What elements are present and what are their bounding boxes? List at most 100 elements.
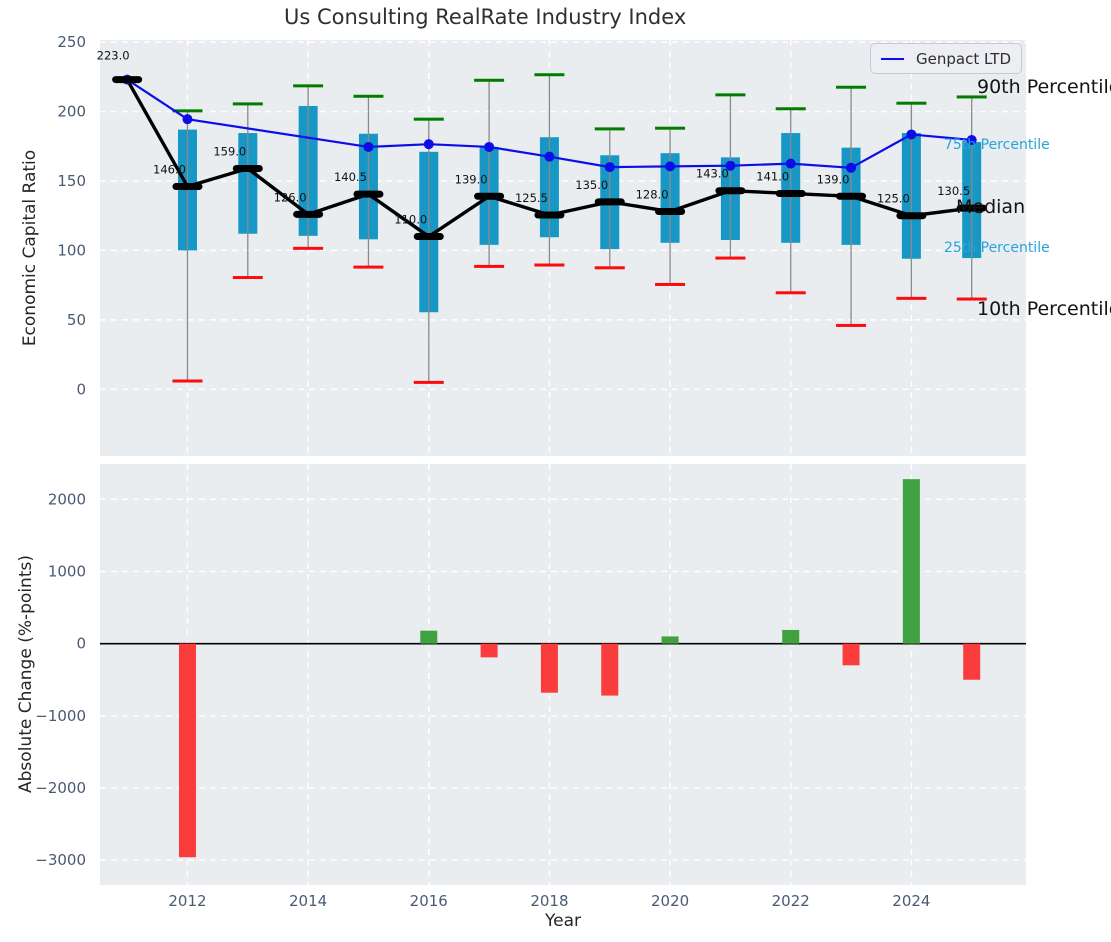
cap-90th [956, 95, 987, 99]
median-annotation: 128.0 [636, 188, 669, 202]
genpact-marker [725, 160, 736, 171]
median-cap [896, 212, 927, 220]
median-cap [715, 187, 746, 195]
change-bar-negative [601, 643, 619, 696]
bottom-y-tick-label: 1000 [48, 563, 86, 581]
top-plot-area [100, 40, 1026, 456]
genpact-marker [363, 141, 374, 152]
cap-10th [594, 266, 625, 270]
median-annotation: 125.0 [877, 192, 910, 206]
median-annotation: 223.0 [97, 49, 130, 63]
change-bar-negative [540, 643, 558, 693]
median-cap [836, 192, 867, 200]
cap-10th [715, 256, 746, 260]
median-annotation: 146.0 [153, 163, 186, 177]
cap-10th [413, 380, 444, 384]
genpact-marker [665, 161, 676, 172]
median-cap [413, 233, 444, 241]
median-annotation: 139.0 [455, 172, 488, 186]
label-90th-percentile: 90th Percentile [977, 76, 1111, 98]
cap-10th [534, 263, 565, 267]
genpact-marker [966, 135, 977, 146]
bottom-y-tick-label: 0 [76, 635, 86, 653]
median-annotation: 125.5 [515, 191, 548, 205]
genpact-marker [604, 162, 615, 173]
top-y-tick-label: 150 [57, 172, 86, 190]
legend-label: Genpact LTD [916, 49, 1011, 68]
cap-10th [956, 297, 987, 301]
change-bar-negative [963, 643, 981, 680]
cap-90th [594, 127, 625, 131]
change-bar-negative [178, 643, 196, 858]
median-annotation: 141.0 [756, 169, 789, 183]
chart-title: Us Consulting RealRate Industry Index [284, 5, 687, 29]
change-bar-positive [902, 479, 920, 644]
change-bar-positive [661, 636, 679, 644]
cap-90th [836, 85, 867, 89]
label-75th-percentile: 75th Percentile [944, 137, 1050, 153]
top-y-tick-label: 200 [57, 103, 86, 121]
x-tick-label: 2014 [289, 892, 327, 910]
cap-10th [353, 265, 384, 269]
cap-90th [413, 117, 444, 121]
median-annotation: 135.0 [575, 178, 608, 192]
x-axis-label: Year [545, 911, 581, 931]
label-10th-percentile: 10th Percentile [977, 298, 1111, 320]
median-annotation: 130.5 [937, 184, 970, 198]
median-cap [474, 192, 505, 200]
x-tick-label: 2020 [651, 892, 689, 910]
x-tick-label: 2018 [530, 892, 568, 910]
median-cap [353, 190, 384, 198]
genpact-marker [182, 114, 193, 125]
genpact-marker [423, 139, 434, 150]
label-25th-percentile: 25th Percentile [944, 240, 1050, 256]
legend: Genpact LTD [870, 43, 1022, 74]
cap-90th [775, 107, 806, 111]
cap-10th [655, 282, 686, 286]
genpact-marker [484, 141, 495, 152]
top-y-tick-label: 50 [67, 311, 86, 329]
median-cap [293, 210, 324, 218]
genpact-marker [544, 151, 555, 162]
cap-10th [836, 323, 867, 327]
cap-90th [715, 93, 746, 97]
median-annotation: 126.0 [274, 190, 307, 204]
x-tick-label: 2016 [410, 892, 448, 910]
bottom-plot-area [100, 464, 1026, 885]
legend-line-icon [881, 57, 905, 60]
change-bar-positive [420, 630, 438, 644]
median-cap [534, 211, 565, 219]
top-y-tick-label: 100 [57, 241, 86, 259]
cap-90th [474, 78, 505, 82]
cap-90th [534, 73, 565, 77]
bottom-y-tick-label: −2000 [35, 779, 86, 797]
change-bar-positive [782, 629, 800, 644]
cap-10th [232, 276, 263, 280]
median-cap [172, 183, 203, 191]
change-bar-negative [480, 643, 498, 658]
cap-90th [293, 84, 324, 88]
bottom-y-tick-label: −3000 [35, 851, 86, 869]
label-median: Median [956, 196, 1026, 218]
bottom-y-tick-label: −1000 [35, 707, 86, 725]
genpact-marker [906, 129, 917, 140]
cap-10th [474, 264, 505, 268]
top-y-axis-label: Economic Capital Ratio [20, 149, 40, 347]
median-annotation: 140.5 [334, 170, 367, 184]
median-cap [655, 208, 686, 216]
cap-10th [172, 379, 203, 383]
cap-90th [232, 102, 263, 106]
genpact-marker [785, 158, 796, 169]
cap-10th [293, 246, 324, 250]
x-tick-label: 2024 [892, 892, 930, 910]
cap-90th [896, 101, 927, 105]
cap-90th [172, 109, 203, 113]
top-y-tick-label: 0 [76, 380, 86, 398]
median-cap [232, 164, 263, 172]
x-tick-label: 2012 [168, 892, 206, 910]
median-annotation: 139.0 [817, 172, 850, 186]
change-bar-negative [842, 643, 860, 666]
top-y-tick-label: 250 [57, 33, 86, 51]
